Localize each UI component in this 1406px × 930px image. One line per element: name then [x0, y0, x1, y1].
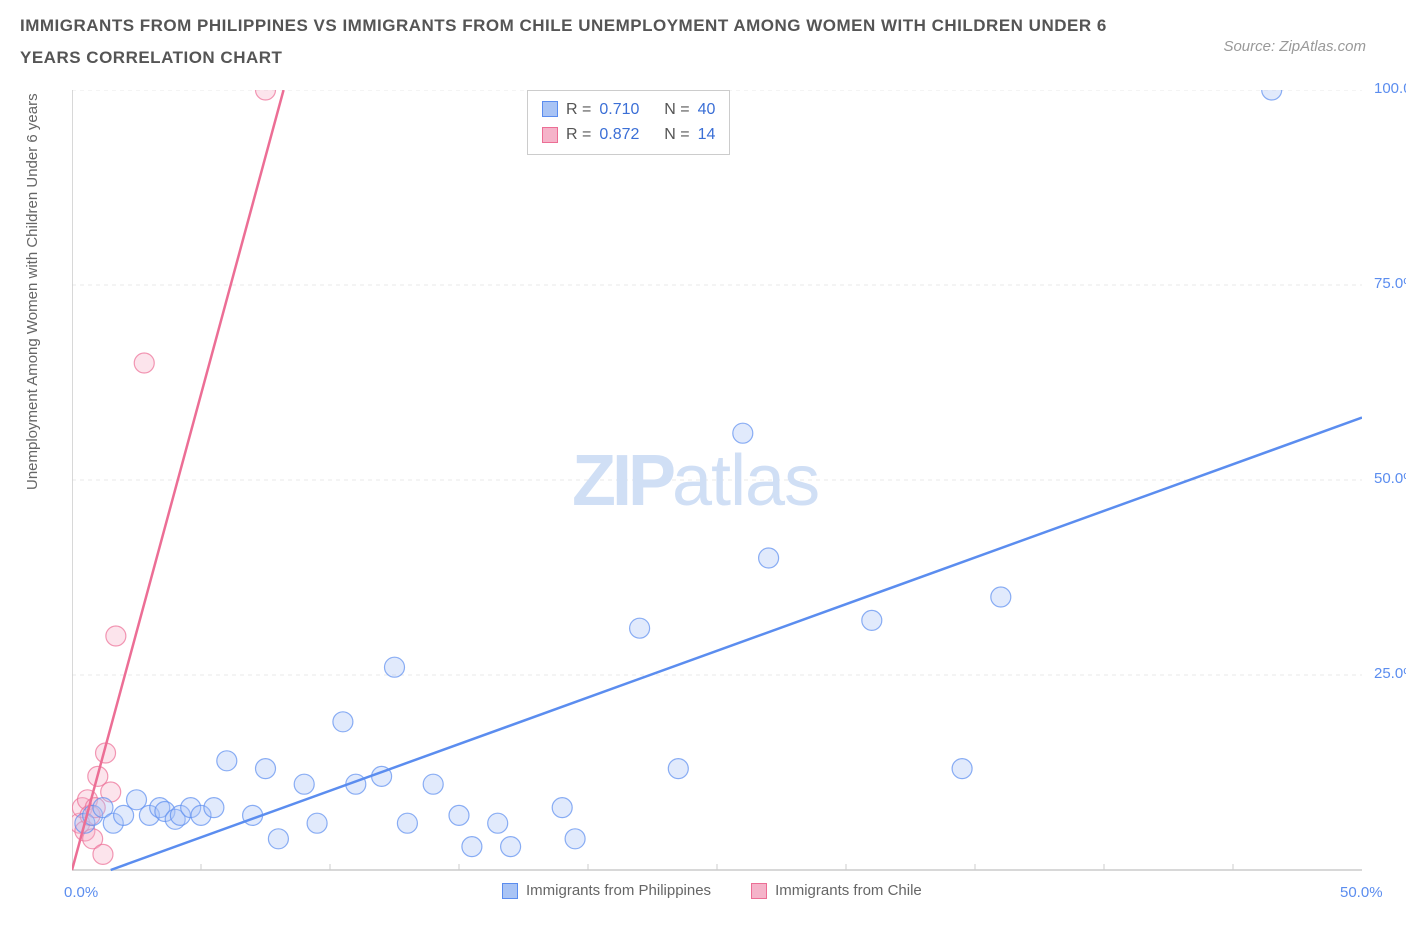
legend-item: Immigrants from Chile	[751, 882, 922, 899]
scatter-plot: ZIPatlas R = 0.710 N = 40 R = 0.872 N = …	[72, 90, 1362, 877]
plot-svg	[72, 90, 1362, 872]
x-tick-label: 0.0%	[64, 884, 98, 901]
y-tick-label: 50.0%	[1374, 470, 1406, 487]
legend-label: Immigrants from Chile	[775, 882, 922, 899]
stats-r-label: R =	[566, 97, 591, 123]
legend-item: Immigrants from Philippines	[502, 882, 711, 899]
y-axis-label: Unemployment Among Women with Children U…	[24, 93, 41, 490]
legend-swatch	[502, 883, 518, 899]
y-tick-label: 75.0%	[1374, 275, 1406, 292]
series-legend: Immigrants from Philippines Immigrants fr…	[502, 882, 922, 899]
stats-swatch	[542, 101, 558, 117]
stats-n-label: N =	[664, 97, 689, 123]
legend-swatch	[751, 883, 767, 899]
stats-swatch	[542, 127, 558, 143]
stats-r-value: 0.710	[599, 97, 639, 123]
stats-legend-box: R = 0.710 N = 40 R = 0.872 N = 14	[527, 90, 730, 155]
chart-title: IMMIGRANTS FROM PHILIPPINES VS IMMIGRANT…	[20, 10, 1120, 75]
stats-r-value: 0.872	[599, 122, 639, 148]
source-label: Source: ZipAtlas.com	[1223, 38, 1366, 55]
y-tick-label: 100.0%	[1374, 80, 1406, 97]
legend-label: Immigrants from Philippines	[526, 882, 711, 899]
x-tick-label: 50.0%	[1340, 884, 1383, 901]
stats-n-value: 14	[698, 122, 716, 148]
stats-n-value: 40	[698, 97, 716, 123]
stats-n-label: N =	[664, 122, 689, 148]
y-tick-label: 25.0%	[1374, 665, 1406, 682]
stats-r-label: R =	[566, 122, 591, 148]
